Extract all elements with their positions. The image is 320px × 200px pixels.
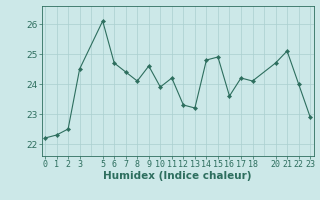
- X-axis label: Humidex (Indice chaleur): Humidex (Indice chaleur): [103, 171, 252, 181]
